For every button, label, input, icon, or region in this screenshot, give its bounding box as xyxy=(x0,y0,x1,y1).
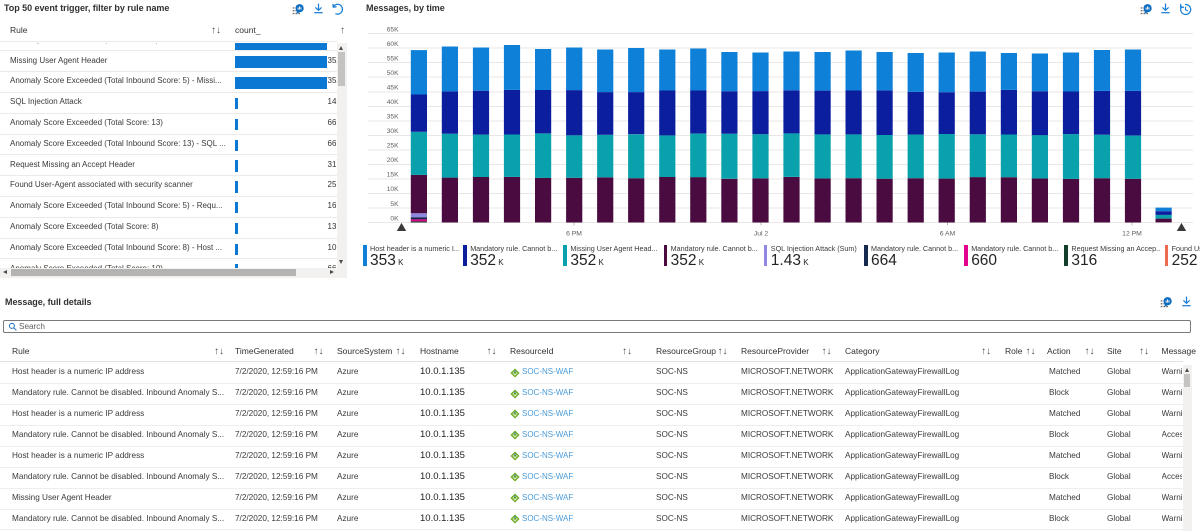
svg-text:12 PM: 12 PM xyxy=(1122,231,1142,238)
svg-text:Jul 2: Jul 2 xyxy=(754,231,769,238)
svg-text:55K: 55K xyxy=(387,56,399,63)
svg-text:40K: 40K xyxy=(387,99,399,106)
svg-text:10K: 10K xyxy=(387,186,399,193)
svg-text:30K: 30K xyxy=(387,128,399,135)
svg-text:50K: 50K xyxy=(387,70,399,77)
svg-text:45K: 45K xyxy=(387,85,399,92)
svg-text:20K: 20K xyxy=(387,157,399,164)
svg-text:35K: 35K xyxy=(387,114,399,121)
svg-text:6 PM: 6 PM xyxy=(566,231,582,238)
svg-text:5K: 5K xyxy=(390,201,399,208)
svg-text:6 AM: 6 AM xyxy=(940,231,956,238)
svg-text:15K: 15K xyxy=(387,172,399,179)
svg-text:25K: 25K xyxy=(387,143,399,150)
svg-text:0K: 0K xyxy=(390,215,399,222)
svg-text:60K: 60K xyxy=(387,41,399,48)
svg-text:65K: 65K xyxy=(387,27,399,34)
